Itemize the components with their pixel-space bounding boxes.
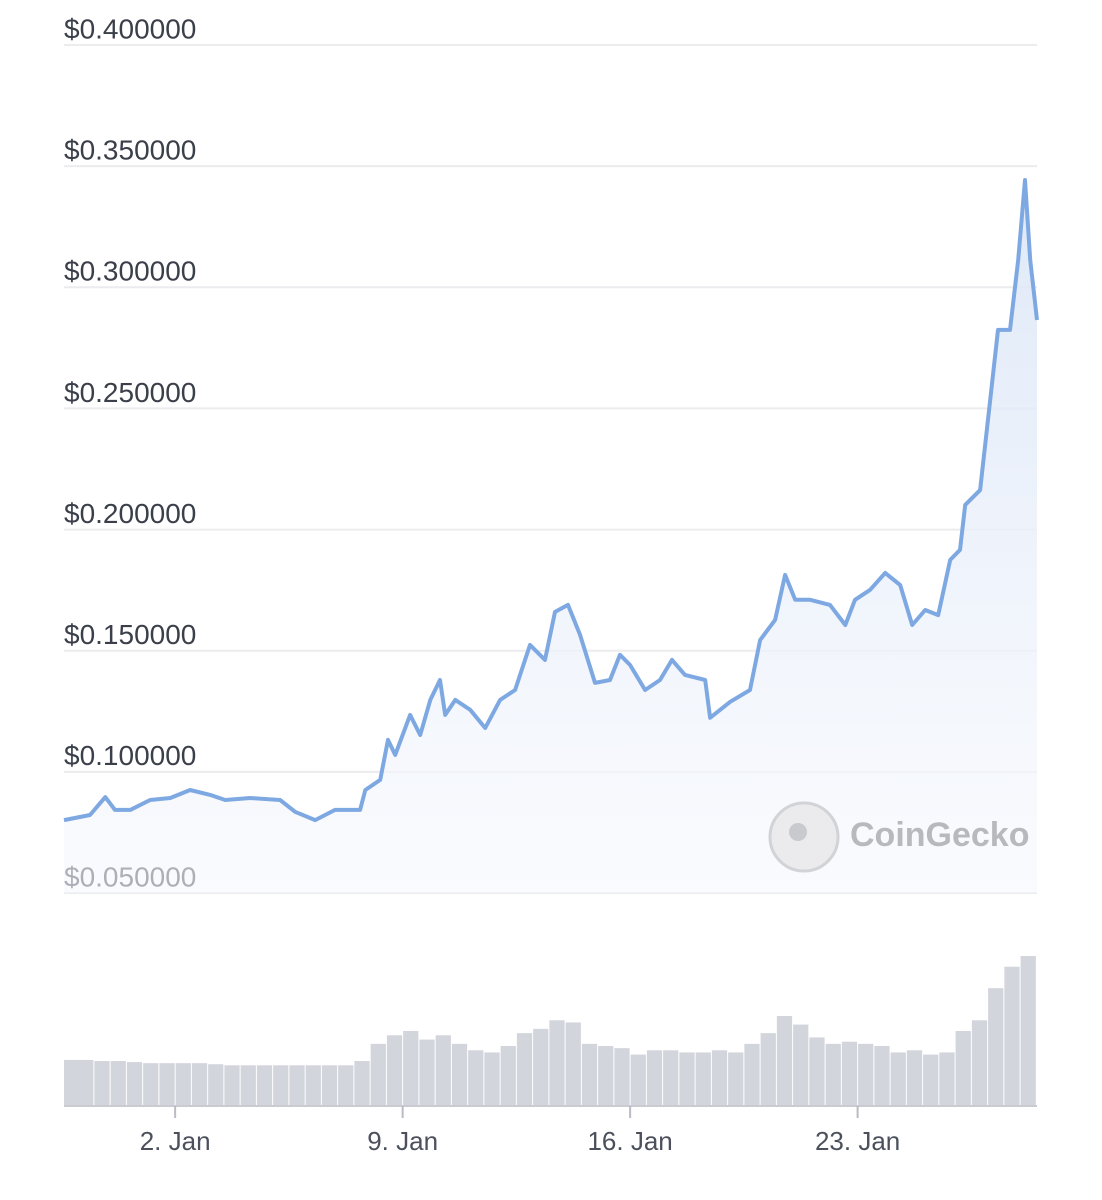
volume-bar — [143, 1063, 159, 1106]
volume-bar — [191, 1063, 208, 1106]
volume-bar — [614, 1048, 630, 1106]
volume-bar — [825, 1043, 841, 1106]
volume-bar — [451, 1043, 468, 1106]
volume-bar — [354, 1061, 370, 1106]
volume-bar — [500, 1046, 516, 1106]
volume-bar — [516, 1033, 533, 1106]
volume-bar — [419, 1039, 435, 1106]
volume-bar — [695, 1052, 711, 1106]
volume-bar — [64, 1059, 80, 1106]
y-tick-label: $0.250000 — [64, 377, 196, 408]
volume-bar — [240, 1065, 256, 1106]
volume-bar — [435, 1035, 451, 1106]
volume-bar — [403, 1031, 419, 1106]
volume-bar — [971, 1020, 988, 1106]
volume-bar — [728, 1052, 744, 1106]
price-line — [63, 178, 1039, 823]
volume-bar — [744, 1043, 760, 1106]
volume-bar — [890, 1052, 906, 1106]
volume-bar — [646, 1050, 663, 1106]
volume-bar — [94, 1061, 110, 1106]
volume-bar — [159, 1063, 175, 1106]
volume-bar — [776, 1016, 793, 1106]
plot: $0.050000$0.100000$0.150000$0.200000$0.2… — [63, 13, 1039, 1156]
volume-bar — [581, 1043, 598, 1106]
watermark-logo: CoinGecko — [768, 801, 1029, 873]
volume-bar — [533, 1028, 549, 1106]
volume-bar — [78, 1059, 94, 1106]
x-tick-label: 9. Jan — [367, 1126, 438, 1156]
volume-bar — [386, 1035, 403, 1106]
volume-bar — [906, 1050, 923, 1106]
volume-bar — [841, 1041, 858, 1106]
volume-bar — [175, 1063, 191, 1106]
volume-bar — [208, 1064, 224, 1106]
volume-bar — [679, 1052, 695, 1106]
y-tick-label: $0.200000 — [64, 498, 196, 529]
y-tick-label: $0.300000 — [64, 256, 196, 287]
volume-bar — [549, 1020, 565, 1106]
volume-bar — [760, 1033, 776, 1106]
volume-bar — [321, 1065, 338, 1106]
volume-bar — [663, 1050, 679, 1106]
volume-bar — [338, 1065, 354, 1106]
y-tick-label: $0.350000 — [64, 135, 196, 166]
x-tick-label: 23. Jan — [815, 1126, 900, 1156]
volume-bar — [565, 1022, 581, 1106]
volume-bar — [1020, 956, 1036, 1106]
volume-bar — [1004, 966, 1020, 1106]
volume-bar — [468, 1050, 484, 1106]
volume-bar — [955, 1031, 971, 1106]
volume-bar — [988, 988, 1004, 1106]
volume-bar — [874, 1046, 890, 1106]
volume-bar — [224, 1065, 240, 1106]
volume-bar — [858, 1043, 874, 1106]
y-tick-label: $0.400000 — [64, 13, 196, 44]
volume-bar — [793, 1024, 809, 1106]
volume-bar — [370, 1043, 386, 1106]
volume-bar — [711, 1050, 728, 1106]
volume-bar — [305, 1065, 321, 1106]
price-area — [64, 180, 1037, 893]
volume-bar — [126, 1062, 143, 1106]
volume-bar — [939, 1052, 955, 1106]
x-tick-label: 16. Jan — [587, 1126, 672, 1156]
volume-bar — [256, 1065, 273, 1106]
volume-bar — [630, 1054, 646, 1106]
y-tick-label: $0.150000 — [64, 619, 196, 650]
volume-bar — [273, 1065, 289, 1106]
volume-bar — [598, 1046, 614, 1106]
volume-bar — [484, 1052, 500, 1106]
volume-bar — [809, 1037, 825, 1106]
x-tick-label: 2. Jan — [140, 1126, 211, 1156]
y-tick-label: $0.100000 — [64, 740, 196, 771]
volume-bar — [289, 1065, 305, 1106]
volume-bar — [110, 1061, 126, 1106]
volume-bar — [923, 1054, 939, 1106]
watermark-text: CoinGecko — [850, 816, 1029, 854]
